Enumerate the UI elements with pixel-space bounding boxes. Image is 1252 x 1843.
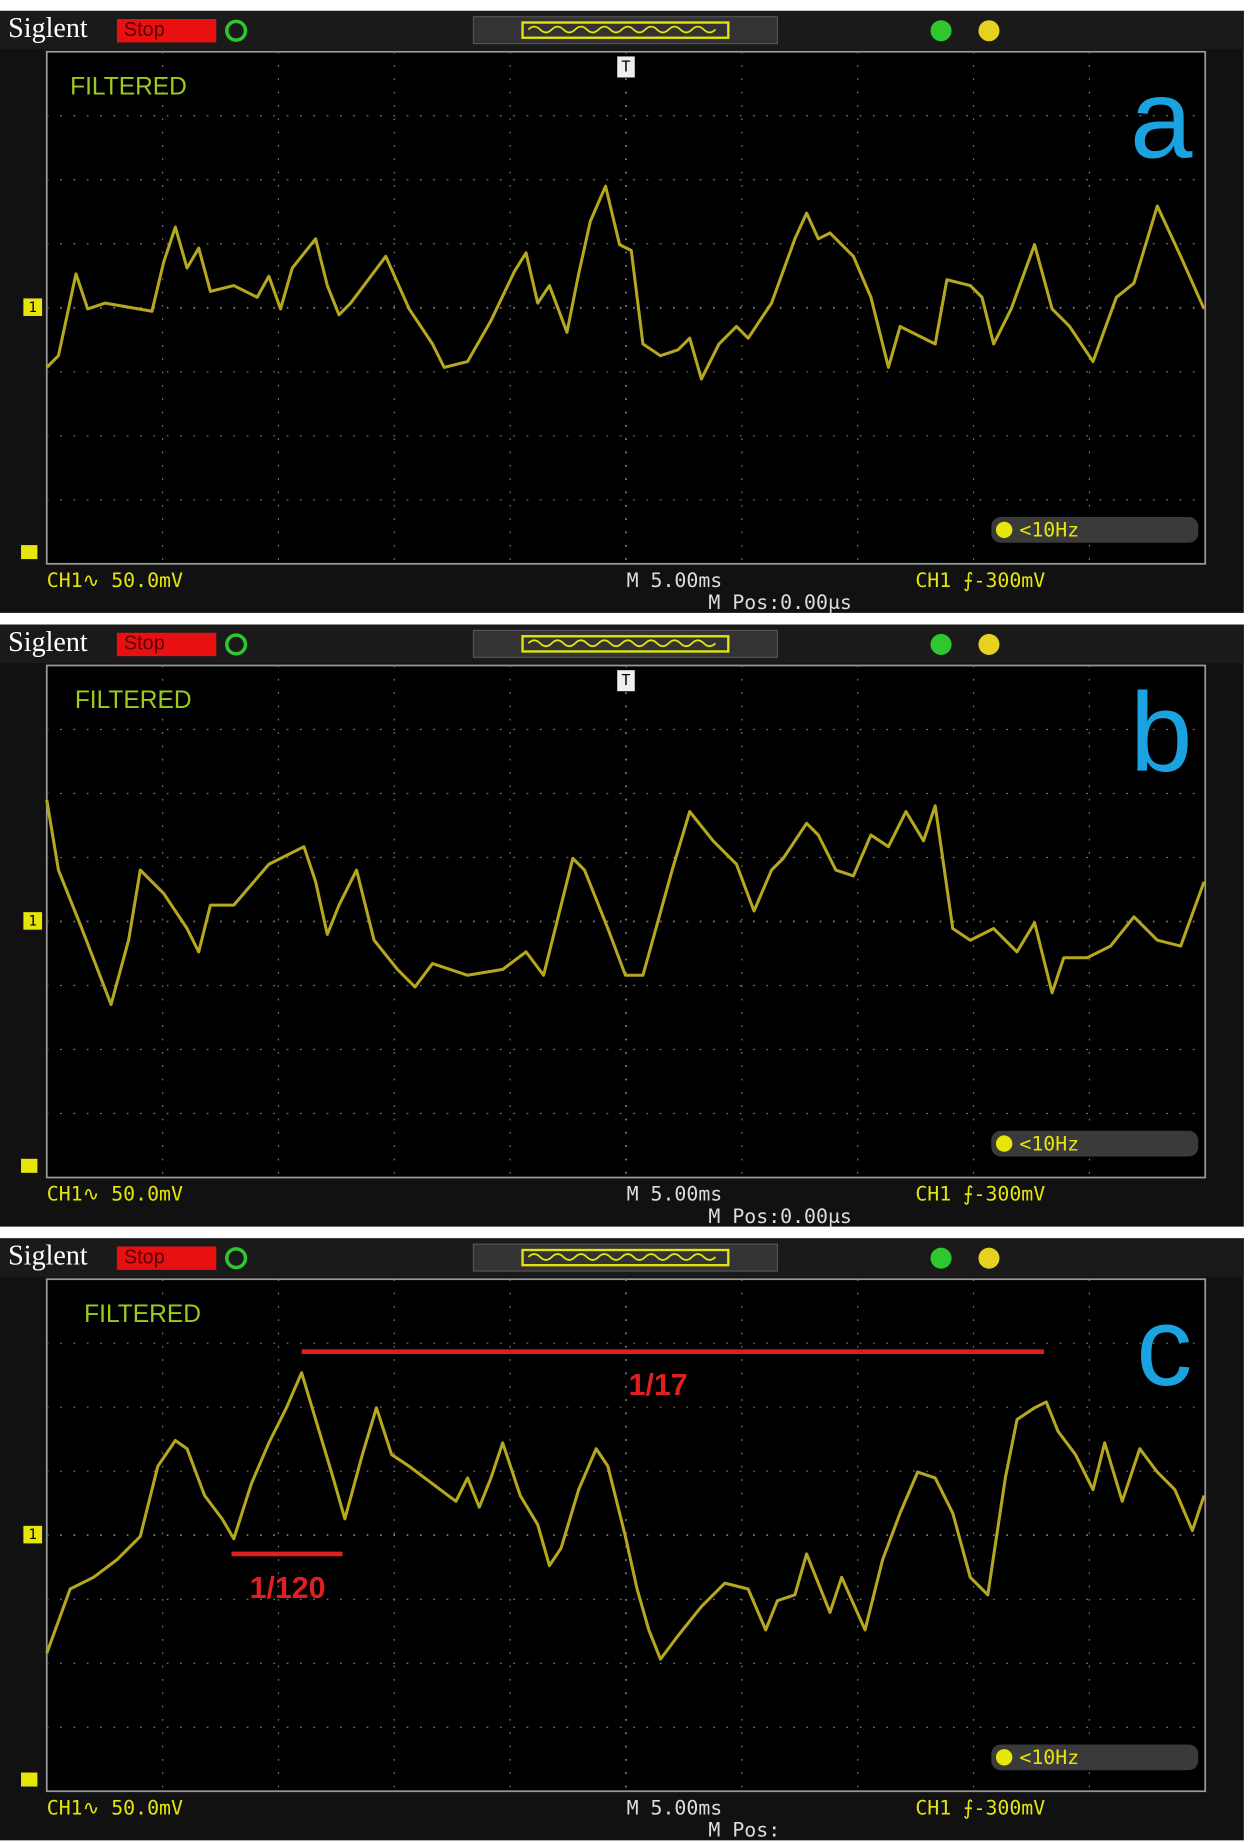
status: Stop bbox=[124, 19, 165, 41]
screenshot: Siglent Stop T FILTERED a 1 <10Hz CH1∿ 50.0mV M … bbox=[0, 0, 1252, 1843]
freq-icon bbox=[996, 522, 1012, 538]
icon bbox=[931, 634, 952, 655]
trigger-frequency: <10Hz bbox=[1019, 1132, 1079, 1155]
icon bbox=[978, 20, 999, 41]
trigger-level: CH1 ⨍-300mV bbox=[915, 1183, 1045, 1206]
panel-letter: b bbox=[1130, 669, 1192, 795]
channel-scale: CH1∿ 50.0mV bbox=[47, 1183, 183, 1206]
panel-letter: a bbox=[1130, 55, 1193, 181]
position: M Pos:0.00μs bbox=[708, 591, 851, 614]
brand: Siglent bbox=[8, 1241, 88, 1272]
filter-label: FILTERED bbox=[70, 73, 187, 100]
trigger-frequency: <10Hz bbox=[1019, 1746, 1079, 1769]
filter-label: FILTERED bbox=[84, 1301, 201, 1328]
timebase: M 5.00ms bbox=[627, 1183, 723, 1206]
channel-marker: 1 bbox=[29, 300, 37, 316]
filter-label: FILTERED bbox=[75, 687, 192, 714]
panel-letter: c bbox=[1136, 1283, 1192, 1409]
status: Stop bbox=[124, 633, 165, 655]
position: M Pos:0.00μs bbox=[708, 1205, 851, 1228]
timebase: M 5.00ms bbox=[627, 1796, 723, 1819]
trigger-marker: T bbox=[621, 57, 630, 75]
position: M Pos: bbox=[708, 1818, 780, 1841]
level-marker bbox=[21, 545, 37, 559]
trigger-marker: T bbox=[621, 671, 630, 689]
icon bbox=[931, 1248, 952, 1269]
brand: Siglent bbox=[8, 627, 88, 658]
freq-icon bbox=[996, 1749, 1012, 1765]
channel-marker: 1 bbox=[29, 1527, 37, 1543]
timebase: M 5.00ms bbox=[627, 569, 723, 592]
icon bbox=[978, 1248, 999, 1269]
icon bbox=[978, 634, 999, 655]
scope-panel: Siglent Stop FILTERED c 1 <10Hz CH1∿ 50.0mV M 5… bbox=[0, 1238, 1244, 1841]
annotation: 1/17 bbox=[629, 1368, 688, 1402]
icon bbox=[931, 20, 952, 41]
annotation: 1/120 bbox=[250, 1571, 326, 1605]
trigger-frequency: <10Hz bbox=[1019, 519, 1079, 542]
channel-scale: CH1∿ 50.0mV bbox=[47, 1796, 183, 1819]
channel-scale: CH1∿ 50.0mV bbox=[47, 569, 183, 592]
brand: Siglent bbox=[8, 13, 88, 44]
channel-marker: 1 bbox=[29, 914, 37, 930]
trigger-level: CH1 ⨍-300mV bbox=[915, 1796, 1045, 1819]
trigger-level: CH1 ⨍-300mV bbox=[915, 569, 1045, 592]
level-marker bbox=[21, 1159, 37, 1173]
memory-bar bbox=[473, 1244, 777, 1271]
status: Stop bbox=[124, 1246, 165, 1268]
memory-bar bbox=[473, 17, 777, 44]
memory-bar bbox=[473, 630, 777, 657]
freq-icon bbox=[996, 1135, 1012, 1151]
level-marker bbox=[21, 1773, 37, 1787]
